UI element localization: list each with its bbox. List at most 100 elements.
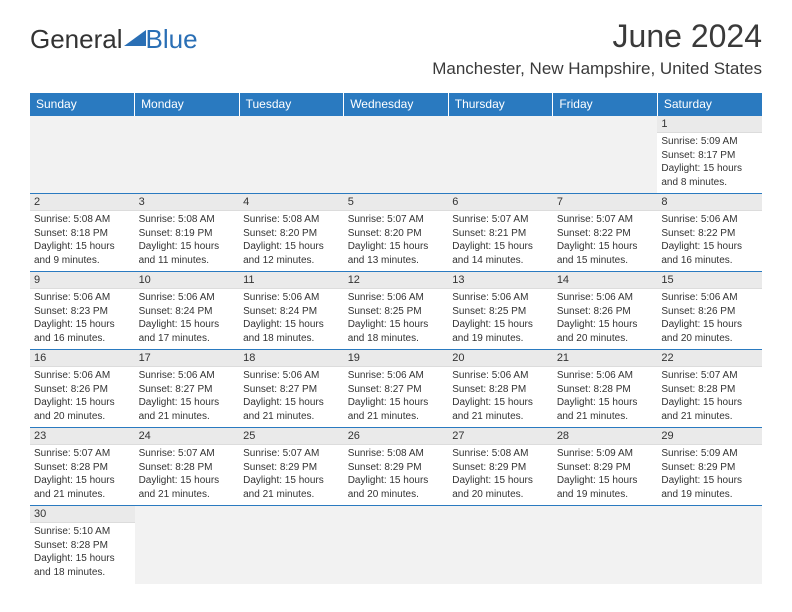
- sunrise-line: Sunrise: 5:07 AM: [243, 447, 340, 461]
- sunset-line: Sunset: 8:29 PM: [348, 461, 445, 475]
- day-number: 22: [657, 350, 762, 367]
- calendar-cell: 9Sunrise: 5:06 AMSunset: 8:23 PMDaylight…: [30, 272, 135, 350]
- sunset-line: Sunset: 8:29 PM: [243, 461, 340, 475]
- calendar-cell: 1Sunrise: 5:09 AMSunset: 8:17 PMDaylight…: [657, 116, 762, 194]
- day-content: Sunrise: 5:06 AMSunset: 8:26 PMDaylight:…: [553, 289, 658, 348]
- sunset-line: Sunset: 8:26 PM: [34, 383, 131, 397]
- calendar-cell: 23Sunrise: 5:07 AMSunset: 8:28 PMDayligh…: [30, 428, 135, 506]
- calendar-table: Sunday Monday Tuesday Wednesday Thursday…: [30, 93, 762, 584]
- daylight-line: Daylight: 15 hours and 21 minutes.: [34, 474, 131, 501]
- day-number: 11: [239, 272, 344, 289]
- sunset-line: Sunset: 8:17 PM: [661, 149, 758, 163]
- sunrise-line: Sunrise: 5:07 AM: [452, 213, 549, 227]
- daylight-line: Daylight: 15 hours and 21 minutes.: [139, 396, 236, 423]
- sunrise-line: Sunrise: 5:06 AM: [243, 369, 340, 383]
- daylight-line: Daylight: 15 hours and 19 minutes.: [452, 318, 549, 345]
- calendar-cell: [448, 506, 553, 584]
- day-content: Sunrise: 5:08 AMSunset: 8:19 PMDaylight:…: [135, 211, 240, 270]
- calendar-cell: 10Sunrise: 5:06 AMSunset: 8:24 PMDayligh…: [135, 272, 240, 350]
- calendar-week-row: 9Sunrise: 5:06 AMSunset: 8:23 PMDaylight…: [30, 272, 762, 350]
- day-number: 9: [30, 272, 135, 289]
- calendar-cell: 11Sunrise: 5:06 AMSunset: 8:24 PMDayligh…: [239, 272, 344, 350]
- weekday-header: Friday: [553, 93, 658, 116]
- day-number: 27: [448, 428, 553, 445]
- sunrise-line: Sunrise: 5:06 AM: [661, 291, 758, 305]
- daylight-line: Daylight: 15 hours and 18 minutes.: [243, 318, 340, 345]
- day-content: Sunrise: 5:08 AMSunset: 8:29 PMDaylight:…: [344, 445, 449, 504]
- sunrise-line: Sunrise: 5:06 AM: [452, 369, 549, 383]
- sunset-line: Sunset: 8:29 PM: [557, 461, 654, 475]
- sunset-line: Sunset: 8:28 PM: [452, 383, 549, 397]
- sunset-line: Sunset: 8:24 PM: [243, 305, 340, 319]
- day-number: 2: [30, 194, 135, 211]
- sunrise-line: Sunrise: 5:07 AM: [348, 213, 445, 227]
- sunset-line: Sunset: 8:19 PM: [139, 227, 236, 241]
- location: Manchester, New Hampshire, United States: [432, 59, 762, 79]
- day-content: Sunrise: 5:08 AMSunset: 8:18 PMDaylight:…: [30, 211, 135, 270]
- day-number: 12: [344, 272, 449, 289]
- weekday-header: Monday: [135, 93, 240, 116]
- day-number: 13: [448, 272, 553, 289]
- day-content: Sunrise: 5:09 AMSunset: 8:29 PMDaylight:…: [553, 445, 658, 504]
- calendar-cell: 16 Sunrise: 5:06 AMSunset: 8:26 PMDayligh…: [30, 350, 135, 428]
- daylight-line: Daylight: 15 hours and 20 minutes.: [34, 396, 131, 423]
- day-number: 25: [239, 428, 344, 445]
- sunset-line: Sunset: 8:21 PM: [452, 227, 549, 241]
- sunset-line: Sunset: 8:25 PM: [452, 305, 549, 319]
- sunrise-line: Sunrise: 5:06 AM: [34, 291, 131, 305]
- sunrise-line: Sunrise: 5:09 AM: [661, 135, 758, 149]
- daylight-line: Daylight: 15 hours and 21 minutes.: [661, 396, 758, 423]
- daylight-line: Daylight: 15 hours and 21 minutes.: [452, 396, 549, 423]
- sunset-line: Sunset: 8:18 PM: [34, 227, 131, 241]
- daylight-line: Daylight: 15 hours and 21 minutes.: [243, 474, 340, 501]
- daylight-line: Daylight: 15 hours and 14 minutes.: [452, 240, 549, 267]
- day-content: Sunrise: 5:07 AMSunset: 8:20 PMDaylight:…: [344, 211, 449, 270]
- logo-triangle-icon: [124, 28, 146, 46]
- sunset-line: Sunset: 8:29 PM: [452, 461, 549, 475]
- daylight-line: Daylight: 15 hours and 8 minutes.: [661, 162, 758, 189]
- daylight-line: Daylight: 15 hours and 19 minutes.: [661, 474, 758, 501]
- calendar-week-row: 23Sunrise: 5:07 AMSunset: 8:28 PMDayligh…: [30, 428, 762, 506]
- weekday-header: Saturday: [657, 93, 762, 116]
- day-content: Sunrise: 5:06 AMSunset: 8:23 PMDaylight:…: [30, 289, 135, 348]
- calendar-cell: 4Sunrise: 5:08 AMSunset: 8:20 PMDaylight…: [239, 194, 344, 272]
- daylight-line: Daylight: 15 hours and 13 minutes.: [348, 240, 445, 267]
- day-number: 18: [239, 350, 344, 367]
- daylight-line: Daylight: 15 hours and 20 minutes.: [557, 318, 654, 345]
- calendar-cell: 6 Sunrise: 5:07 AMSunset: 8:21 PMDaylight…: [448, 194, 553, 272]
- calendar-cell: 19Sunrise: 5:06 AMSunset: 8:27 PMDayligh…: [344, 350, 449, 428]
- calendar-week-row: 2Sunrise: 5:08 AMSunset: 8:18 PMDaylight…: [30, 194, 762, 272]
- sunset-line: Sunset: 8:27 PM: [139, 383, 236, 397]
- sunrise-line: Sunrise: 5:06 AM: [557, 369, 654, 383]
- sunrise-line: Sunrise: 5:07 AM: [139, 447, 236, 461]
- sunset-line: Sunset: 8:22 PM: [557, 227, 654, 241]
- sunrise-line: Sunrise: 5:07 AM: [661, 369, 758, 383]
- sunrise-line: Sunrise: 5:06 AM: [34, 369, 131, 383]
- sunset-line: Sunset: 8:23 PM: [34, 305, 131, 319]
- day-number: 4: [239, 194, 344, 211]
- daylight-line: Daylight: 15 hours and 20 minutes.: [348, 474, 445, 501]
- sunrise-line: Sunrise: 5:06 AM: [661, 213, 758, 227]
- day-content: Sunrise: 5:08 AMSunset: 8:29 PMDaylight:…: [448, 445, 553, 504]
- sunset-line: Sunset: 8:24 PM: [139, 305, 236, 319]
- day-number: 26: [344, 428, 449, 445]
- day-number: 16: [30, 350, 135, 367]
- day-content: Sunrise: 5:06 AMSunset: 8:25 PMDaylight:…: [448, 289, 553, 348]
- day-number: 23: [30, 428, 135, 445]
- calendar-cell: 7Sunrise: 5:07 AMSunset: 8:22 PMDaylight…: [553, 194, 658, 272]
- sunset-line: Sunset: 8:20 PM: [243, 227, 340, 241]
- day-number: 6: [448, 194, 553, 211]
- sunset-line: Sunset: 8:28 PM: [34, 461, 131, 475]
- day-content: Sunrise: 5:06 AMSunset: 8:28 PMDaylight:…: [448, 367, 553, 426]
- daylight-line: Daylight: 15 hours and 21 minutes.: [557, 396, 654, 423]
- calendar-cell: 13Sunrise: 5:06 AMSunset: 8:25 PMDayligh…: [448, 272, 553, 350]
- header: General Blue June 2024 Manchester, New H…: [0, 0, 792, 87]
- day-number: 10: [135, 272, 240, 289]
- sunset-line: Sunset: 8:25 PM: [348, 305, 445, 319]
- daylight-line: Daylight: 15 hours and 18 minutes.: [34, 552, 131, 579]
- calendar-cell: 28Sunrise: 5:09 AMSunset: 8:29 PMDayligh…: [553, 428, 658, 506]
- daylight-line: Daylight: 15 hours and 18 minutes.: [348, 318, 445, 345]
- weekday-header: Tuesday: [239, 93, 344, 116]
- daylight-line: Daylight: 15 hours and 21 minutes.: [139, 474, 236, 501]
- daylight-line: Daylight: 15 hours and 19 minutes.: [557, 474, 654, 501]
